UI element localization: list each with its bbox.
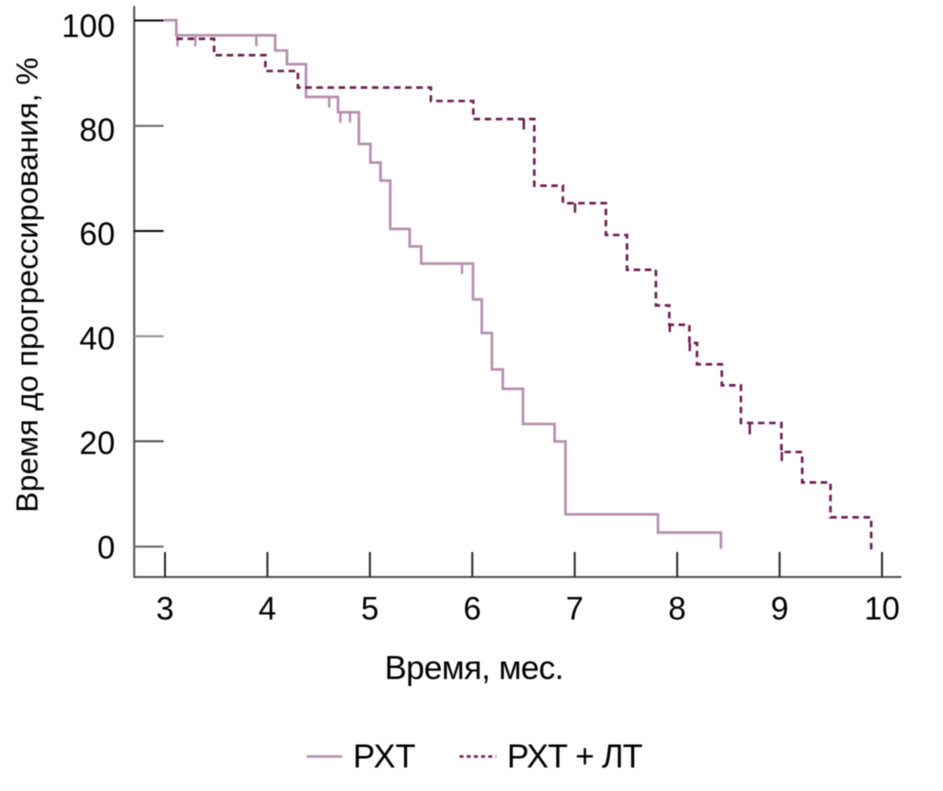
svg-text:Время, мес.: Время, мес.: [385, 649, 564, 686]
svg-text:60: 60: [79, 216, 115, 252]
svg-text:7: 7: [566, 591, 584, 627]
svg-text:80: 80: [79, 112, 115, 148]
svg-text:20: 20: [79, 425, 115, 461]
svg-text:10: 10: [864, 591, 900, 627]
svg-text:Время до прогрессирования, %: Время до прогрессирования, %: [10, 57, 45, 512]
svg-text:8: 8: [668, 591, 686, 627]
svg-text:РХТ: РХТ: [353, 737, 416, 774]
svg-text:9: 9: [771, 591, 789, 627]
svg-text:6: 6: [463, 591, 481, 627]
svg-text:0: 0: [97, 529, 115, 565]
svg-text:100: 100: [62, 8, 115, 44]
svg-text:40: 40: [79, 321, 115, 357]
svg-text:4: 4: [259, 591, 277, 627]
svg-text:5: 5: [361, 591, 379, 627]
svg-text:3: 3: [156, 591, 174, 627]
svg-text:РХТ + ЛТ: РХТ + ЛТ: [507, 737, 643, 774]
